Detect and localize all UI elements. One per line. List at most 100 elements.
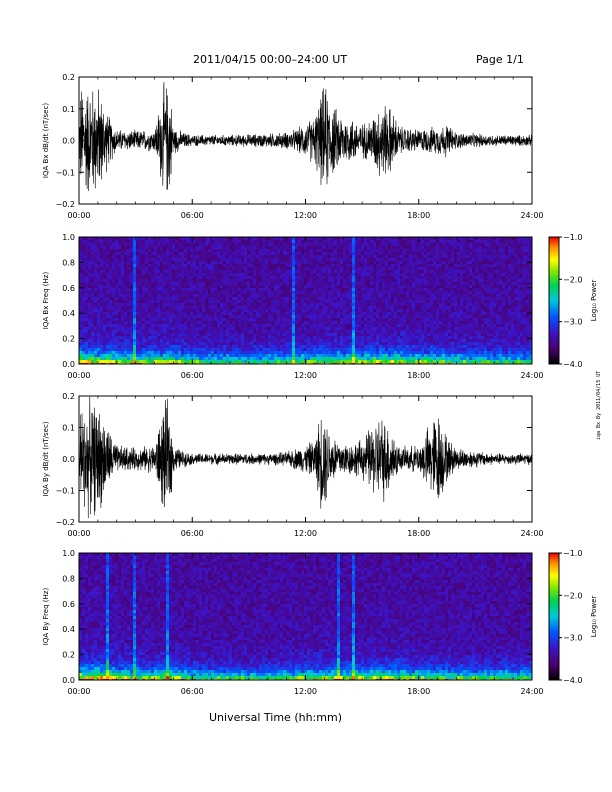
heatmap-cell <box>355 348 358 351</box>
x-tick-label: 00:00 <box>67 211 90 220</box>
heatmap-cell <box>85 324 88 327</box>
heatmap-cell <box>370 300 373 303</box>
heatmap-cell <box>91 309 94 312</box>
heatmap-cell <box>148 276 151 279</box>
heatmap-cell <box>388 354 391 357</box>
heatmap-cell <box>205 246 208 249</box>
heatmap-cell <box>172 351 175 354</box>
heatmap-cell <box>214 351 217 354</box>
heatmap-cell <box>352 324 355 327</box>
heatmap-cell <box>154 264 157 267</box>
heatmap-cell <box>82 318 85 321</box>
heatmap-cell <box>265 297 268 300</box>
heatmap-cell <box>292 360 295 363</box>
heatmap-cell <box>340 291 343 294</box>
heatmap-cell <box>112 300 115 303</box>
heatmap-cell <box>373 279 376 282</box>
heatmap-cell <box>157 246 160 249</box>
heatmap-cell <box>418 324 421 327</box>
heatmap-cell <box>226 318 229 321</box>
heatmap-cell <box>145 321 148 324</box>
heatmap-cell <box>265 285 268 288</box>
heatmap-cell <box>196 288 199 291</box>
heatmap-cell <box>334 258 337 261</box>
heatmap-cell <box>346 255 349 258</box>
heatmap-cell <box>415 252 418 255</box>
heatmap-cell <box>133 324 136 327</box>
heatmap-cell <box>154 324 157 327</box>
heatmap-cell <box>391 294 394 297</box>
heatmap-cell <box>163 288 166 291</box>
heatmap-cell <box>166 264 169 267</box>
heatmap-cell <box>196 252 199 255</box>
heatmap-cell <box>373 336 376 339</box>
heatmap-cell <box>349 261 352 264</box>
heatmap-cell <box>262 294 265 297</box>
heatmap-cell <box>367 321 370 324</box>
heatmap-cell <box>310 354 313 357</box>
heatmap-cell <box>223 345 226 348</box>
heatmap-cell <box>373 261 376 264</box>
heatmap-cell <box>226 336 229 339</box>
heatmap-cell <box>292 261 295 264</box>
heatmap-cell <box>364 354 367 357</box>
heatmap-cell <box>421 279 424 282</box>
heatmap-cell <box>256 240 259 243</box>
heatmap-cell <box>151 270 154 273</box>
heatmap-cell <box>94 321 97 324</box>
heatmap-cell <box>214 273 217 276</box>
heatmap-cell <box>217 306 220 309</box>
heatmap-cell <box>178 252 181 255</box>
heatmap-cell <box>295 351 298 354</box>
heatmap-cell <box>148 294 151 297</box>
heatmap-cell <box>175 306 178 309</box>
heatmap-cell <box>373 240 376 243</box>
heatmap-cell <box>235 255 238 258</box>
heatmap-cell <box>301 255 304 258</box>
heatmap-cell <box>238 237 241 240</box>
heatmap-cell <box>370 321 373 324</box>
heatmap-cell <box>247 348 250 351</box>
heatmap-cell <box>373 342 376 345</box>
heatmap-cell <box>232 333 235 336</box>
heatmap-cell <box>91 258 94 261</box>
heatmap-cell <box>196 324 199 327</box>
heatmap-cell <box>253 246 256 249</box>
heatmap-cell <box>184 348 187 351</box>
heatmap-cell <box>91 315 94 318</box>
heatmap-cell <box>313 360 316 363</box>
heatmap-cell <box>118 324 121 327</box>
heatmap-cell <box>262 339 265 342</box>
heatmap-cell <box>94 348 97 351</box>
heatmap-cell <box>379 297 382 300</box>
heatmap-cell <box>208 360 211 363</box>
heatmap-cell <box>181 330 184 333</box>
heatmap-cell <box>316 354 319 357</box>
heatmap-cell <box>304 306 307 309</box>
heatmap-cell <box>109 351 112 354</box>
heatmap-cell <box>295 324 298 327</box>
heatmap-cell <box>385 297 388 300</box>
heatmap-cell <box>397 321 400 324</box>
heatmap-cell <box>382 357 385 360</box>
heatmap-cell <box>115 303 118 306</box>
heatmap-cell <box>352 258 355 261</box>
heatmap-cell <box>355 252 358 255</box>
heatmap-cell <box>343 237 346 240</box>
heatmap-cell <box>319 246 322 249</box>
heatmap-cell <box>223 294 226 297</box>
heatmap-cell <box>157 333 160 336</box>
heatmap-cell <box>97 351 100 354</box>
heatmap-cell <box>139 312 142 315</box>
heatmap-cell <box>382 333 385 336</box>
heatmap-cell <box>127 306 130 309</box>
heatmap-cell <box>412 345 415 348</box>
heatmap-cell <box>385 252 388 255</box>
heatmap-cell <box>379 315 382 318</box>
heatmap-cell <box>199 312 202 315</box>
heatmap-cell <box>373 306 376 309</box>
heatmap-cell <box>97 354 100 357</box>
heatmap-cell <box>121 315 124 318</box>
heatmap-cell <box>154 330 157 333</box>
heatmap-cell <box>319 252 322 255</box>
